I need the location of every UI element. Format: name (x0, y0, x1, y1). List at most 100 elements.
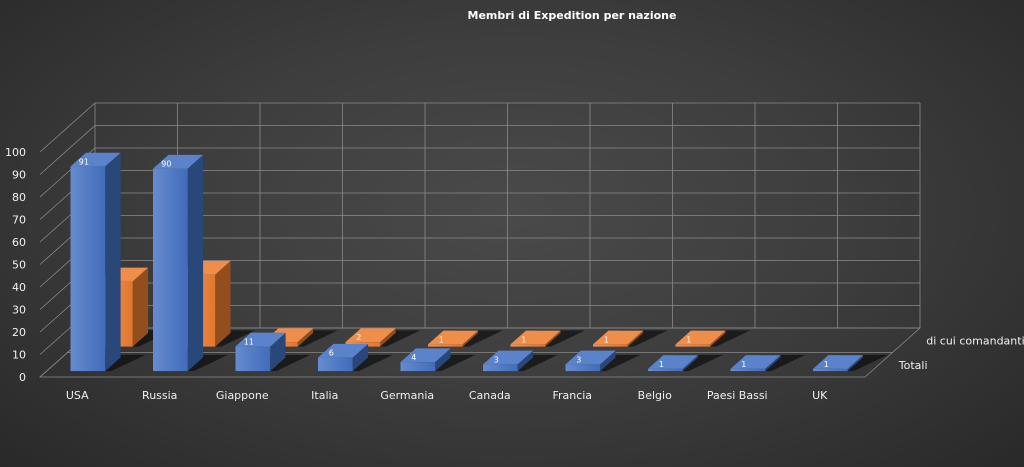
y-tick-label: 60 (12, 236, 26, 249)
bar-side (435, 348, 451, 372)
bar-front (70, 166, 106, 372)
bar-top (730, 355, 781, 369)
bar-side (270, 332, 286, 372)
bar-totali: 91 (70, 152, 146, 372)
bar-top (648, 355, 699, 369)
bar-totali: 1 (730, 354, 806, 372)
bar-top (510, 330, 561, 345)
series-label: di cui comandanti (926, 334, 1024, 347)
x-tick-label: Canada (469, 389, 511, 402)
bar-totali: 3 (483, 350, 558, 372)
bar-top (813, 355, 864, 369)
data-label: 1 (521, 335, 526, 344)
bar-side (297, 328, 314, 347)
gridline (39, 102, 920, 153)
bar-side (105, 152, 121, 372)
bar-totali: 4 (400, 348, 476, 372)
bar-totali: 3 (565, 350, 641, 372)
bar-di-cui-comandanti: 1 (593, 330, 668, 347)
x-tick-label: Germania (380, 389, 434, 402)
data-label: 3 (576, 355, 581, 364)
bar-front (428, 344, 463, 347)
x-tick-label: Italia (311, 389, 338, 402)
y-tick-label: 0 (19, 371, 26, 384)
data-label: 2 (356, 333, 361, 342)
bar-front (675, 344, 711, 347)
bar-front (235, 346, 271, 372)
bar-side (380, 328, 396, 347)
bar-di-cui-comandanti: 2 (345, 328, 421, 347)
bar-top (428, 330, 479, 345)
bar-top (593, 330, 644, 345)
bar-front (648, 368, 683, 372)
bar-top (345, 328, 396, 343)
data-label: 1 (686, 335, 691, 344)
bar-side (215, 260, 231, 347)
bar-front (813, 368, 848, 372)
series-label: Totali (898, 359, 928, 372)
y-tick-label: 70 (12, 214, 26, 227)
x-tick-label: Paesi Bassi (707, 389, 768, 402)
bars: 29322211119190116433111 (70, 152, 888, 372)
bar-top (70, 152, 121, 167)
bar-totali: 1 (813, 354, 888, 372)
x-tick-label: Francia (552, 389, 592, 402)
data-label: 11 (244, 337, 254, 346)
bar-side (187, 154, 204, 372)
bar-side (710, 330, 726, 347)
data-label: 1 (824, 360, 829, 369)
bar-side (627, 330, 644, 347)
bar-front (593, 344, 628, 347)
bar-totali: 90 (153, 154, 228, 372)
bar-front (730, 368, 766, 372)
bar-front (483, 364, 518, 372)
bar-top (565, 350, 616, 365)
bar-front (318, 357, 353, 372)
y-tick-label: 80 (12, 191, 26, 204)
bar-side (682, 355, 699, 372)
y-tick-label: 20 (12, 326, 26, 339)
chart-title: Membri di Expedition per nazione (468, 9, 677, 22)
bar-side (352, 343, 369, 372)
bar-side (132, 267, 149, 347)
y-tick-label: 90 (12, 169, 26, 182)
bar-side (462, 330, 479, 347)
bar-front (400, 362, 436, 372)
data-label: 1 (659, 360, 664, 369)
bar-side (545, 330, 561, 347)
data-label: 4 (411, 353, 416, 362)
bar-di-cui-comandanti: 1 (510, 330, 586, 347)
data-label: 90 (161, 160, 171, 169)
bar-top (235, 332, 286, 347)
bar-side (765, 355, 781, 372)
y-tick-label: 40 (12, 281, 26, 294)
bar-front (510, 344, 546, 347)
bar-front (565, 364, 601, 372)
x-tick-label: UK (812, 389, 828, 402)
x-tick-label: Belgio (638, 389, 672, 402)
y-tick-label: 50 (12, 259, 26, 272)
bar-front (153, 168, 188, 372)
bar-side (517, 350, 534, 372)
x-tick-label: Russia (142, 389, 177, 402)
bar-top (675, 330, 726, 345)
bar-top (153, 154, 204, 169)
bar-totali: 11 (235, 332, 311, 372)
bar-top (400, 348, 451, 363)
bar-side (847, 355, 864, 372)
y-tick-label: 100 (5, 146, 26, 159)
data-label: 91 (79, 157, 89, 166)
bar-totali: 1 (648, 354, 723, 372)
x-tick-label: Giappone (216, 389, 269, 402)
axes: 0 10 20 30 40 50 60 70 80 90 100 USA Russia Giappone I… (5, 146, 1024, 402)
data-label: 1 (604, 335, 609, 344)
bar-di-cui-comandanti: 1 (428, 330, 503, 347)
bar-top (318, 343, 369, 358)
data-label: 1 (741, 360, 746, 369)
bar-top (483, 350, 534, 365)
data-label: 1 (439, 335, 444, 344)
x-tick-label: USA (66, 389, 89, 402)
y-tick-label: 10 (12, 349, 26, 362)
bar-di-cui-comandanti: 1 (675, 330, 751, 347)
